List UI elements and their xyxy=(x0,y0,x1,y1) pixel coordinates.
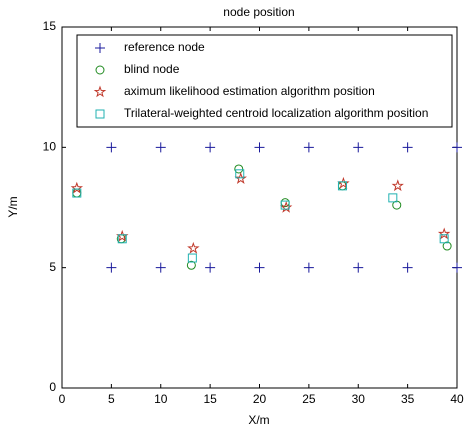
marker-square xyxy=(72,188,82,198)
marker-plus xyxy=(402,142,413,153)
marker-plus xyxy=(254,142,265,153)
x-axis-label: X/m xyxy=(248,413,269,427)
marker-square xyxy=(235,169,245,179)
marker-plus xyxy=(254,262,265,273)
x-tick-label: 15 xyxy=(203,392,217,406)
marker-plus xyxy=(303,142,314,153)
marker-circle xyxy=(95,65,105,75)
x-tick-label: 30 xyxy=(352,392,366,406)
marker-square xyxy=(187,253,197,263)
y-tick-label: 5 xyxy=(49,260,56,274)
y-tick-label: 15 xyxy=(43,19,57,33)
marker-plus xyxy=(353,262,364,273)
legend-box xyxy=(76,34,453,128)
marker-plus xyxy=(155,262,166,273)
x-tick-label: 25 xyxy=(302,392,316,406)
marker-circle xyxy=(234,164,244,174)
marker-star xyxy=(187,241,200,254)
marker-plus xyxy=(452,262,462,273)
marker-star xyxy=(93,85,107,98)
marker-square xyxy=(280,200,290,210)
marker-plus xyxy=(402,262,413,273)
marker-plus xyxy=(106,142,117,153)
y-tick-label: 0 xyxy=(49,380,56,394)
y-axis-label: Y/m xyxy=(6,196,20,217)
marker-square xyxy=(337,181,347,191)
marker-square xyxy=(439,234,449,244)
chart-title: node position xyxy=(223,5,294,19)
marker-plus xyxy=(155,142,166,153)
x-tick-label: 0 xyxy=(59,392,66,406)
x-tick-label: 35 xyxy=(401,392,415,406)
marker-star xyxy=(437,227,451,240)
marker-plus xyxy=(303,262,314,273)
marker-plus xyxy=(353,142,364,153)
marker-plus xyxy=(452,142,462,153)
legend-label: blind node xyxy=(124,62,180,76)
marker-plus xyxy=(205,262,216,273)
marker-plus xyxy=(205,142,216,153)
marker-plus xyxy=(106,262,117,273)
marker-star xyxy=(234,172,247,184)
marker-star xyxy=(70,181,84,194)
x-tick-label: 10 xyxy=(154,392,168,406)
marker-star xyxy=(391,179,404,192)
legend-label: reference node xyxy=(124,40,205,54)
x-tick-label: 40 xyxy=(450,392,464,406)
y-tick-label: 10 xyxy=(43,140,57,154)
marker-circle xyxy=(442,241,452,251)
x-tick-label: 20 xyxy=(253,392,267,406)
marker-circle xyxy=(186,260,196,270)
marker-square xyxy=(95,109,105,119)
marker-square xyxy=(117,234,127,244)
marker-plus xyxy=(95,43,105,53)
legend-label: Trilateral-weighted centroid localizatio… xyxy=(124,106,428,120)
legend-label: aximum likelihood estimation algorithm p… xyxy=(124,84,375,98)
x-tick-label: 5 xyxy=(108,392,115,406)
marker-square xyxy=(388,193,398,203)
